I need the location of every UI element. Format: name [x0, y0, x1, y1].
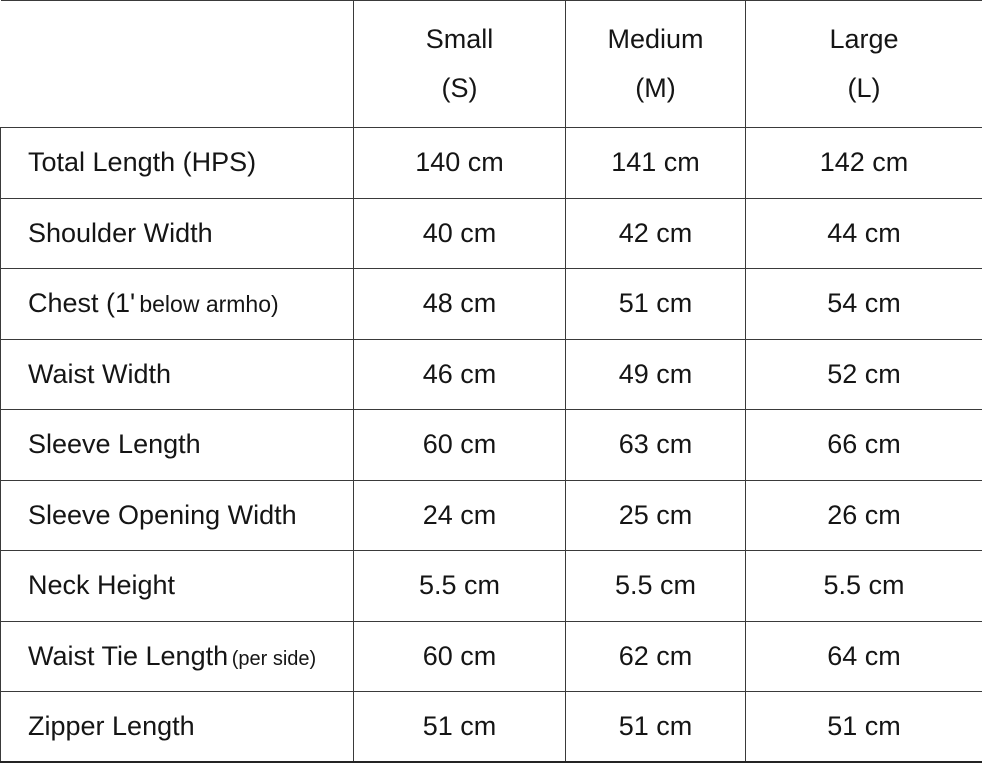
table-row-sleeve-length: Sleeve Length 60 cm 63 cm 66 cm	[0, 409, 982, 481]
row-label: Shoulder Width	[0, 197, 354, 269]
value-cell: 44 cm	[745, 197, 982, 269]
value-cell: 46 cm	[353, 338, 566, 410]
row-label: Sleeve Opening Width	[0, 479, 354, 551]
value-cell: 51 cm	[565, 268, 746, 340]
value-cell: 142 cm	[745, 127, 982, 199]
row-label: Zipper Length	[0, 691, 354, 763]
value-cell: 54 cm	[745, 268, 982, 340]
value-cell: 60 cm	[353, 409, 566, 481]
table-row-neck-height: Neck Height 5.5 cm 5.5 cm 5.5 cm	[0, 550, 982, 622]
value-cell: 60 cm	[353, 620, 566, 692]
row-label: Waist Tie Length (per side)	[0, 620, 354, 692]
row-label: Total Length (HPS)	[0, 127, 354, 199]
value-cell: 64 cm	[745, 620, 982, 692]
table-row-waist-width: Waist Width 46 cm 49 cm 52 cm	[0, 338, 982, 410]
header-row: Small (S) Medium (M) Large (L)	[0, 0, 982, 128]
value-cell: 52 cm	[745, 338, 982, 410]
table-row-sleeve-opening-width: Sleeve Opening Width 24 cm 25 cm 26 cm	[0, 479, 982, 551]
table-row-chest: Chest (1' below armho) 48 cm 51 cm 54 cm	[0, 268, 982, 340]
size-chart-header: Small (S) Medium (M) Large (L)	[0, 0, 982, 128]
value-cell: 51 cm	[745, 691, 982, 763]
value-cell: 63 cm	[565, 409, 746, 481]
value-cell: 51 cm	[353, 691, 566, 763]
corner-cell	[0, 0, 354, 128]
value-cell: 141 cm	[565, 127, 746, 199]
value-cell: 26 cm	[745, 479, 982, 551]
row-label: Chest (1' below armho)	[0, 268, 354, 340]
value-cell: 49 cm	[565, 338, 746, 410]
value-cell: 66 cm	[745, 409, 982, 481]
table-row-total-length: Total Length (HPS) 140 cm 141 cm 142 cm	[0, 127, 982, 199]
row-label: Waist Width	[0, 338, 354, 410]
value-cell: 5.5 cm	[353, 550, 566, 622]
column-size-abbr: (S)	[441, 73, 478, 103]
table-row-waist-tie-length: Waist Tie Length (per side) 60 cm 62 cm 6…	[0, 620, 982, 692]
column-size-abbr: (M)	[635, 73, 676, 103]
value-cell: 5.5 cm	[745, 550, 982, 622]
column-size-name: Small	[425, 23, 494, 54]
column-header-medium: Medium (M)	[565, 0, 746, 128]
column-size-name: Medium	[607, 23, 704, 54]
value-cell: 51 cm	[565, 691, 746, 763]
value-cell: 48 cm	[353, 268, 566, 340]
value-cell: 62 cm	[565, 620, 746, 692]
value-cell: 5.5 cm	[565, 550, 746, 622]
column-size-name: Large	[829, 23, 899, 54]
column-header-large: Large (L)	[745, 0, 982, 128]
column-header-small: Small (S)	[353, 0, 566, 128]
table-row-zipper-length: Zipper Length 51 cm 51 cm 51 cm	[0, 691, 982, 763]
value-cell: 140 cm	[353, 127, 566, 199]
value-cell: 42 cm	[565, 197, 746, 269]
row-label: Neck Height	[0, 550, 354, 622]
value-cell: 24 cm	[353, 479, 566, 551]
table-row-shoulder-width: Shoulder Width 40 cm 42 cm 44 cm	[0, 197, 982, 269]
value-cell: 40 cm	[353, 197, 566, 269]
value-cell: 25 cm	[565, 479, 746, 551]
row-label: Sleeve Length	[0, 409, 354, 481]
column-size-abbr: (L)	[847, 73, 881, 103]
size-chart-body: Total Length (HPS) 140 cm 141 cm 142 cm …	[0, 127, 982, 763]
